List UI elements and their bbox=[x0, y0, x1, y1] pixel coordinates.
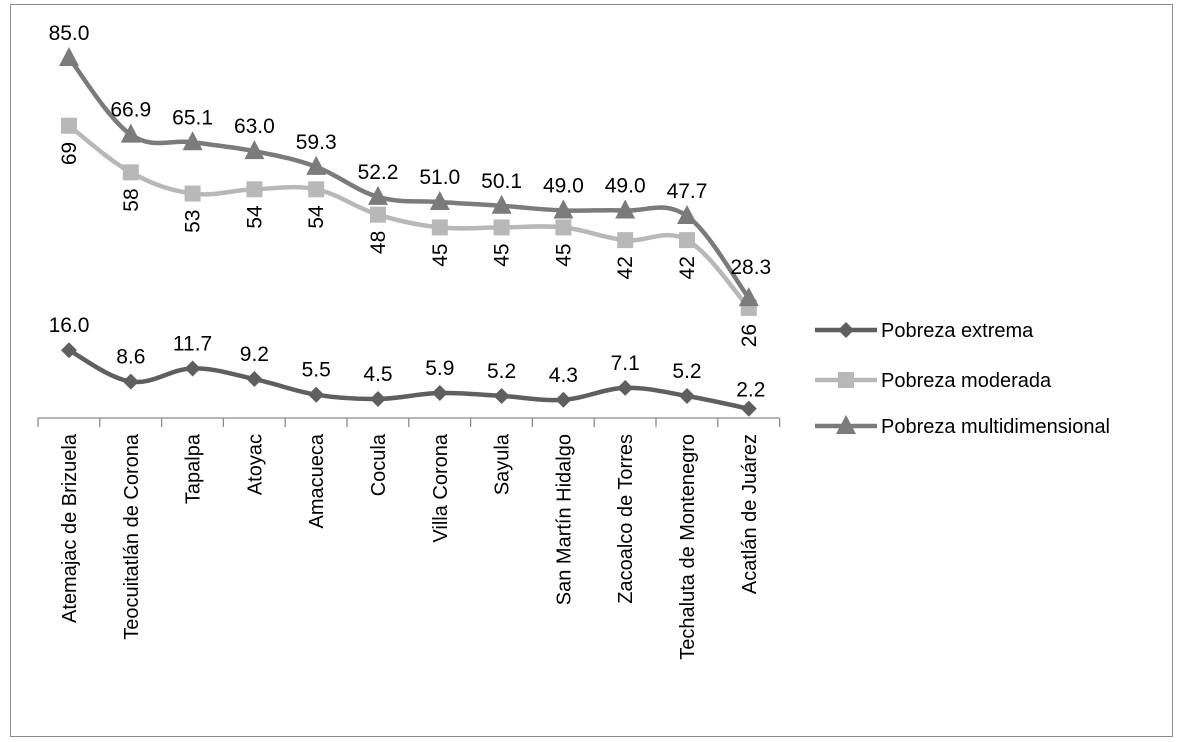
data-point-multidimensional bbox=[244, 140, 265, 160]
data-point-extrema bbox=[740, 400, 757, 417]
data-point-moderada bbox=[370, 206, 386, 223]
data-label-extrema: 16.0 bbox=[49, 314, 90, 337]
data-point-moderada bbox=[122, 164, 139, 181]
data-point-moderada bbox=[617, 232, 634, 249]
data-point-moderada bbox=[61, 117, 77, 134]
data-point-moderada bbox=[493, 219, 510, 236]
series-line-moderada bbox=[66, 123, 752, 311]
legend-marker-multidimensional bbox=[836, 415, 856, 434]
data-point-multidimensional bbox=[59, 47, 79, 66]
x-tick-label: Techaluta de Montenegro bbox=[677, 434, 699, 660]
data-point-multidimensional bbox=[615, 199, 636, 219]
data-label-moderada: 42 bbox=[676, 256, 699, 279]
x-tick-label: Tapalpa bbox=[183, 433, 205, 504]
data-label-extrema: 2.2 bbox=[736, 379, 765, 402]
data-point-extrema bbox=[493, 387, 510, 404]
data-point-extrema bbox=[61, 342, 77, 359]
x-tick-label: Atoyac bbox=[244, 434, 266, 495]
legend-label-multidimensional: Pobreza multidimensional bbox=[881, 416, 1110, 438]
data-label-multidimensional: 65.1 bbox=[172, 106, 213, 129]
legend-label-extrema: Pobreza extrema bbox=[881, 320, 1034, 342]
data-label-moderada: 58 bbox=[120, 188, 143, 211]
data-label-moderada: 48 bbox=[367, 231, 390, 254]
data-label-multidimensional: 52.2 bbox=[358, 161, 399, 184]
data-label-extrema: 5.2 bbox=[672, 360, 701, 383]
data-point-moderada bbox=[555, 219, 572, 236]
data-label-moderada: 45 bbox=[429, 243, 452, 266]
data-label-extrema: 4.5 bbox=[363, 363, 392, 386]
data-label-multidimensional: 63.0 bbox=[234, 115, 275, 138]
data-point-multidimensional bbox=[553, 199, 574, 219]
data-label-moderada: 45 bbox=[491, 243, 514, 266]
data-label-moderada: 53 bbox=[182, 210, 205, 233]
legend-label-moderada: Pobreza moderada bbox=[881, 370, 1052, 392]
x-tick-label: Sayula bbox=[492, 433, 514, 495]
data-label-moderada: 54 bbox=[305, 205, 328, 229]
data-point-moderada bbox=[308, 181, 325, 198]
data-label-multidimensional: 49.0 bbox=[605, 174, 646, 197]
data-label-extrema: 4.3 bbox=[549, 364, 578, 387]
data-label-extrema: 5.2 bbox=[487, 360, 516, 383]
series-line-multidimensional bbox=[66, 55, 752, 301]
data-point-extrema bbox=[679, 387, 695, 404]
legend-marker-moderada bbox=[838, 372, 854, 388]
data-label-moderada: 69 bbox=[58, 142, 81, 165]
data-label-moderada: 26 bbox=[738, 324, 761, 347]
data-label-multidimensional: 47.7 bbox=[667, 180, 708, 203]
data-label-multidimensional: 28.3 bbox=[730, 256, 771, 279]
data-point-moderada bbox=[246, 181, 263, 198]
data-point-multidimensional bbox=[491, 194, 512, 214]
data-point-multidimensional bbox=[677, 204, 697, 224]
data-label-extrema: 8.6 bbox=[116, 346, 145, 369]
data-point-extrema bbox=[308, 386, 325, 403]
data-point-multidimensional bbox=[429, 191, 450, 210]
data-label-multidimensional: 50.1 bbox=[481, 170, 522, 193]
x-tick-label: Teocuitatlán de Corona bbox=[121, 433, 143, 640]
data-label-moderada: 54 bbox=[243, 205, 266, 229]
data-point-extrema bbox=[617, 379, 634, 396]
data-label-multidimensional: 49.0 bbox=[543, 174, 584, 197]
data-label-extrema: 9.2 bbox=[240, 343, 269, 366]
data-label-extrema: 5.9 bbox=[425, 357, 454, 380]
data-label-multidimensional: 85.0 bbox=[49, 22, 90, 45]
data-point-moderada bbox=[184, 185, 201, 202]
data-label-extrema: 11.7 bbox=[173, 332, 212, 355]
data-point-extrema bbox=[122, 373, 139, 390]
data-point-extrema bbox=[370, 390, 386, 407]
x-tick-label: Atemajac de Brizuela bbox=[59, 433, 81, 623]
data-point-extrema bbox=[246, 371, 263, 388]
data-point-multidimensional bbox=[120, 123, 141, 143]
data-label-extrema: 5.5 bbox=[302, 359, 331, 382]
legend-marker-extrema bbox=[838, 322, 854, 338]
data-point-moderada bbox=[431, 219, 448, 236]
data-label-multidimensional: 51.0 bbox=[419, 166, 460, 189]
data-label-moderada: 42 bbox=[614, 256, 637, 279]
data-label-multidimensional: 59.3 bbox=[296, 131, 337, 154]
data-point-multidimensional bbox=[306, 155, 327, 175]
data-point-multidimensional bbox=[738, 287, 759, 307]
data-point-extrema bbox=[184, 360, 201, 377]
x-tick-label: Amacueca bbox=[306, 433, 328, 528]
x-tick-label: Villa Corona bbox=[430, 433, 452, 542]
data-label-moderada: 45 bbox=[552, 243, 575, 266]
data-point-extrema bbox=[555, 391, 572, 408]
x-tick-label: Zacoalco de Torres bbox=[615, 434, 637, 604]
data-point-extrema bbox=[431, 385, 448, 402]
data-label-extrema: 7.1 bbox=[611, 352, 640, 375]
x-tick-label: Acatlán de Juárez bbox=[739, 434, 761, 594]
data-point-multidimensional bbox=[182, 131, 203, 151]
data-label-multidimensional: 66.9 bbox=[110, 99, 151, 122]
x-tick-label: San Martín Hidalgo bbox=[553, 434, 575, 605]
data-point-moderada bbox=[679, 232, 695, 249]
data-point-multidimensional bbox=[368, 185, 388, 205]
series-line-extrema bbox=[66, 347, 752, 411]
x-tick-label: Cocula bbox=[368, 433, 390, 496]
